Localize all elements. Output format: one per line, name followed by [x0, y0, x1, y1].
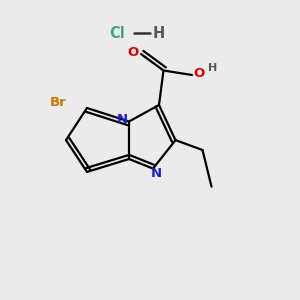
Text: H: H: [208, 63, 217, 74]
Text: O: O: [194, 67, 205, 80]
Text: Br: Br: [50, 95, 67, 109]
Text: N: N: [150, 167, 162, 180]
Text: Cl: Cl: [109, 26, 125, 40]
Text: N: N: [117, 112, 128, 126]
Text: O: O: [128, 46, 139, 59]
Text: H: H: [153, 26, 165, 40]
